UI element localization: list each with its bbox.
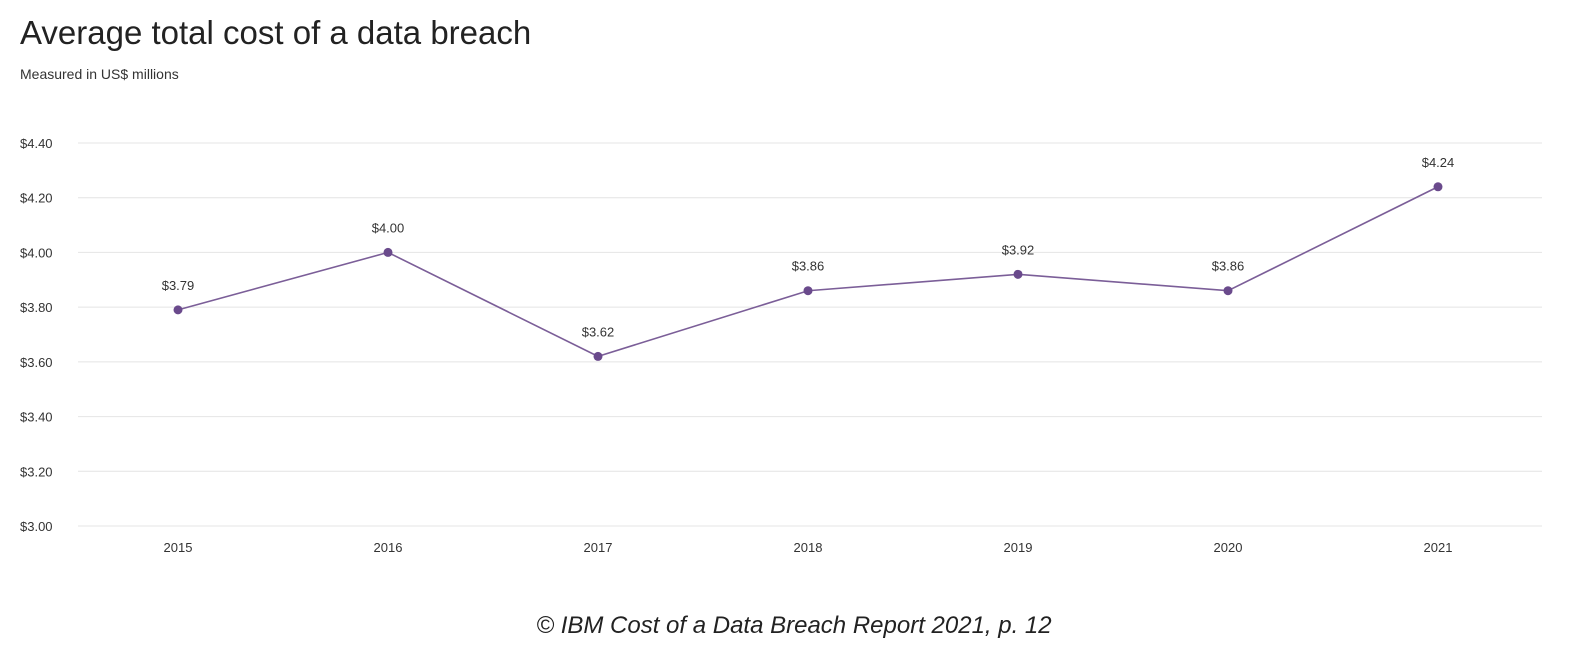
data-point [1433,182,1443,192]
y-tick-label: $3.60 [20,355,53,370]
data-label: $3.92 [1002,242,1035,257]
x-tick-label: 2019 [1004,540,1033,555]
data-labels: $3.79 $4.00 $3.62 $3.86 $3.92 $3.86 $4.24 [162,155,1455,340]
y-tick-label: $4.00 [20,245,53,260]
data-label: $3.86 [1212,259,1245,274]
x-tick-label: 2015 [164,540,193,555]
data-point [593,351,603,361]
chart-subtitle: Measured in US$ millions [20,66,179,82]
data-points [173,182,1443,361]
y-axis-ticks: $3.00 $3.20 $3.40 $3.60 $3.80 $4.00 $4.20 $4.40 [20,136,53,534]
gridlines [78,142,1542,527]
x-tick-label: 2020 [1214,540,1243,555]
data-point [803,286,813,296]
data-label: $4.00 [372,220,405,235]
line-chart: $3.00 $3.20 $3.40 $3.60 $3.80 $4.00 $4.20 $4.40… [20,136,1542,555]
x-tick-label: 2018 [794,540,823,555]
x-tick-label: 2017 [584,540,613,555]
data-label: $3.62 [582,324,615,339]
x-tick-label: 2016 [374,540,403,555]
data-point [173,305,183,315]
y-tick-label: $3.20 [20,464,53,479]
data-point [1223,286,1233,296]
data-label: $3.79 [162,278,195,293]
y-tick-label: $3.40 [20,410,53,425]
x-axis-ticks: 2015 2016 2017 2018 2019 2020 2021 [164,540,1453,555]
y-tick-label: $3.80 [20,300,53,315]
source-caption: © IBM Cost of a Data Breach Report 2021,… [536,612,1052,639]
data-point [1013,269,1023,279]
data-label: $3.86 [792,259,825,274]
y-tick-label: $3.00 [20,519,53,534]
y-tick-label: $4.40 [20,136,53,151]
x-tick-label: 2021 [1424,540,1453,555]
y-tick-label: $4.20 [20,191,53,206]
chart-title: Average total cost of a data breach [20,14,532,51]
data-label: $4.24 [1422,155,1455,170]
data-point [383,247,393,257]
